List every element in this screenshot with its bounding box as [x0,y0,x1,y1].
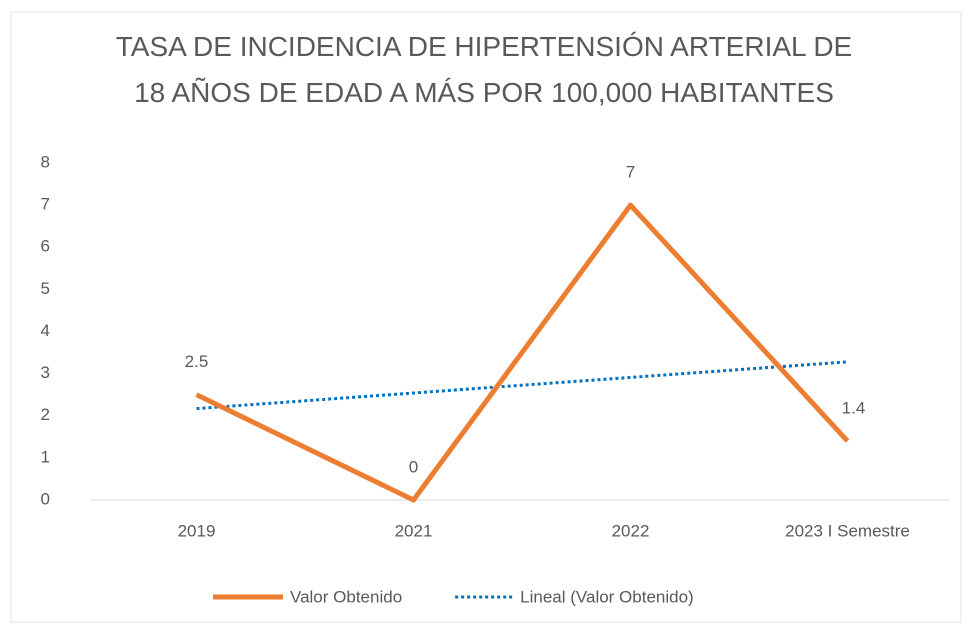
data-label: 0 [409,457,418,476]
x-tick-label: 2021 [395,521,433,540]
y-tick-label: 8 [41,152,50,171]
y-tick-label: 3 [41,363,50,382]
trend-line [196,360,848,411]
chart-border [10,11,962,623]
y-tick-label: 7 [41,195,50,214]
y-tick-label: 1 [41,447,50,466]
x-tick-label: 2019 [178,521,216,540]
legend-label: Lineal (Valor Obtenido) [520,587,694,606]
series-line [195,202,850,503]
y-tick-label: 0 [41,489,50,508]
y-tick-label: 5 [41,279,50,298]
data-label: 1.4 [842,399,866,418]
y-tick-label: 4 [41,321,50,340]
chart-title: TASA DE INCIDENCIA DE HIPERTENSIÓN ARTER… [115,31,853,108]
data-label: 7 [626,163,635,182]
data-label: 2.5 [185,352,209,371]
x-tick-label: 2022 [612,521,650,540]
legend-label: Valor Obtenido [290,587,402,606]
y-tick-label: 2 [41,405,50,424]
y-tick-label: 6 [41,237,50,256]
x-tick-label: 2023 I Semestre [785,521,910,540]
